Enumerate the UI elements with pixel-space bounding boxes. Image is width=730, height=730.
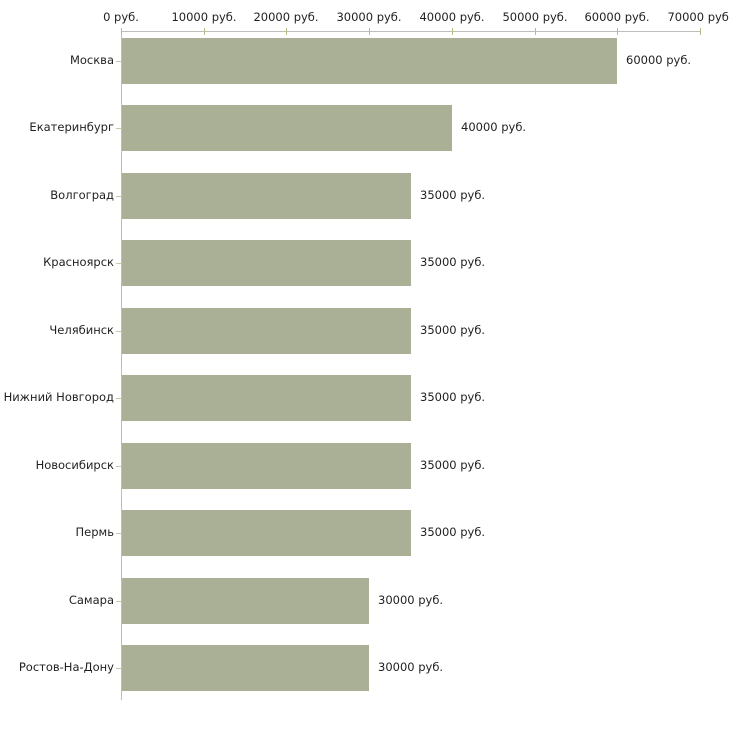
y-axis-line	[121, 31, 122, 700]
x-tick-label: 60000 руб.	[584, 10, 650, 24]
x-tick-mark	[121, 28, 122, 35]
y-tick-mark	[116, 533, 121, 534]
category-label: Ростов-На-Дону	[18, 660, 114, 674]
category-label: Красноярск	[43, 255, 114, 269]
category-label: Челябинск	[49, 322, 114, 337]
x-tick-label: 70000 руб.	[667, 10, 730, 24]
value-label: 60000 руб.	[626, 52, 692, 67]
x-tick-label: 10000 руб.	[171, 10, 237, 24]
y-tick-mark	[116, 60, 121, 62]
value-label: 35000 руб.	[420, 322, 486, 337]
value-label: 35000 руб.	[420, 187, 486, 202]
value-label: 35000 руб.	[420, 525, 486, 539]
category-label: Волгоград	[50, 187, 114, 202]
bar	[122, 105, 452, 151]
y-tick-mark	[116, 330, 121, 332]
y-tick-mark	[116, 600, 121, 602]
category-label: Новосибирск	[35, 457, 114, 472]
bar	[122, 442, 411, 489]
x-tick-label: 30000 руб.	[336, 10, 402, 24]
value-label: 35000 руб.	[420, 255, 486, 269]
bar	[122, 577, 369, 624]
x-axis-line	[121, 31, 701, 32]
x-tick-mark	[369, 28, 370, 35]
value-label: 35000 руб.	[420, 457, 486, 472]
x-tick-mark	[700, 28, 701, 35]
category-label: Нижний Новгород	[3, 390, 114, 404]
value-label: 35000 руб.	[420, 390, 486, 404]
bar	[122, 645, 369, 691]
x-tick-mark	[617, 28, 618, 35]
category-label: Пермь	[75, 525, 114, 539]
value-label: 30000 руб.	[378, 592, 444, 607]
y-tick-mark	[116, 668, 121, 669]
category-label: Екатеринбург	[29, 120, 114, 134]
x-tick-mark	[204, 28, 205, 35]
bar	[122, 510, 411, 556]
category-label: Самара	[68, 592, 114, 607]
x-tick-label: 40000 руб.	[419, 10, 485, 24]
y-tick-mark	[116, 195, 121, 197]
x-tick-label: 20000 руб.	[253, 10, 319, 24]
bar	[122, 307, 411, 354]
value-label: 40000 руб.	[461, 120, 527, 134]
bar	[122, 37, 617, 84]
y-tick-mark	[116, 465, 121, 467]
x-tick-mark	[286, 28, 287, 35]
y-tick-mark	[116, 398, 121, 399]
y-tick-mark	[116, 263, 121, 264]
x-tick-label: 50000 руб.	[502, 10, 568, 24]
value-label: 30000 руб.	[378, 660, 444, 674]
x-tick-label: 0 руб.	[103, 10, 139, 24]
category-label: Москва	[69, 52, 114, 67]
bar	[122, 172, 411, 219]
x-tick-mark	[452, 28, 453, 35]
x-tick-mark	[535, 28, 536, 35]
bar	[122, 375, 411, 421]
y-tick-mark	[116, 128, 121, 129]
bar	[122, 240, 411, 286]
